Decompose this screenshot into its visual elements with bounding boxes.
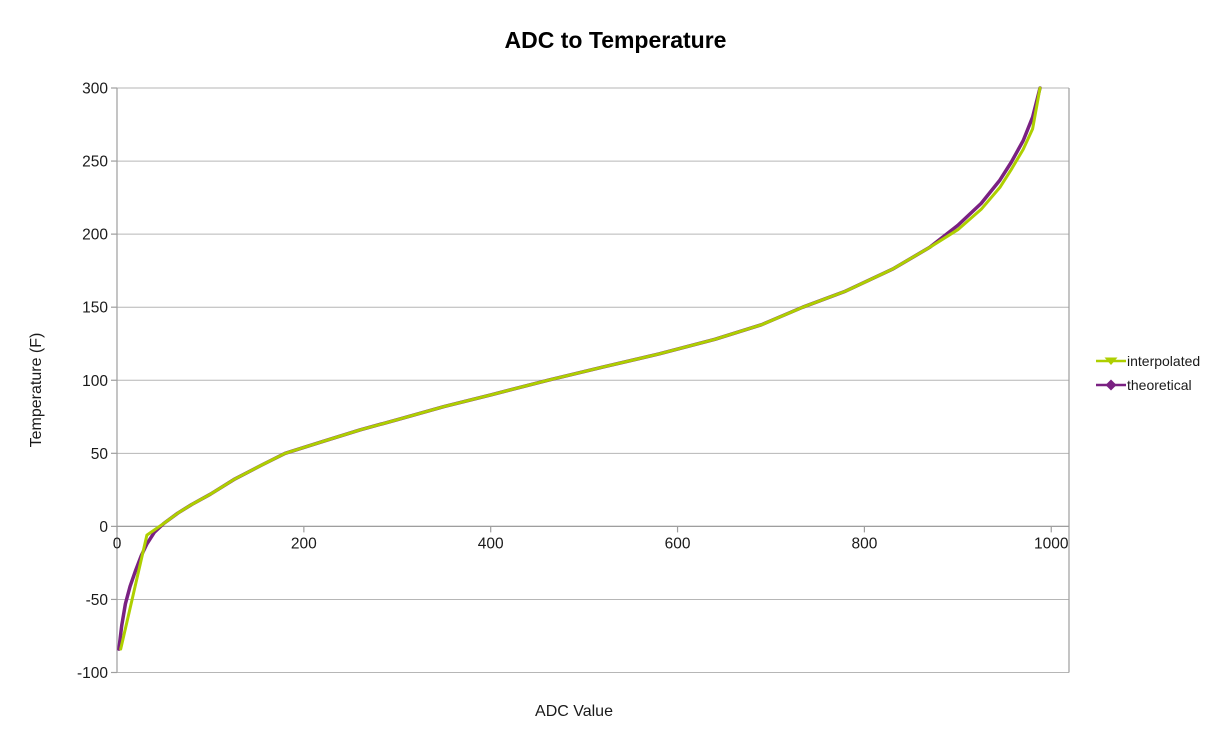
svg-text:1000: 1000 [1034, 535, 1069, 552]
svg-text:300: 300 [82, 81, 108, 98]
svg-text:0: 0 [99, 519, 108, 536]
y-axis: 300 250 200 150 100 50 0 -50 -100 [77, 81, 117, 682]
svg-text:200: 200 [82, 227, 108, 244]
svg-text:50: 50 [91, 446, 109, 463]
svg-text:250: 250 [82, 154, 108, 171]
svg-text:400: 400 [478, 535, 504, 552]
theoretical-marker-icon [1096, 379, 1126, 391]
svg-text:800: 800 [851, 535, 877, 552]
legend-item-interpolated: interpolated [1096, 349, 1200, 373]
y-axis-title: Temperature (F) [28, 332, 45, 448]
x-axis: 0 200 400 600 800 1000 [113, 525, 1069, 552]
chart-title: ADC to Temperature [504, 27, 727, 53]
svg-text:0: 0 [113, 535, 122, 552]
legend-label-interpolated: interpolated [1127, 353, 1201, 369]
svg-text:-100: -100 [77, 665, 108, 682]
svg-text:150: 150 [82, 300, 108, 317]
series-interpolated-line [119, 86, 1042, 651]
legend-item-theoretical: theoretical [1096, 373, 1200, 397]
svg-text:200: 200 [291, 535, 317, 552]
legend-label-theoretical: theoretical [1127, 377, 1192, 393]
gridlines [117, 87, 1069, 673]
x-axis-title: ADC Value [535, 703, 613, 720]
svg-text:600: 600 [665, 535, 691, 552]
svg-text:-50: -50 [86, 592, 109, 609]
interpolated-marker-icon [1096, 357, 1126, 365]
series-theoretical-line [117, 86, 1042, 651]
svg-text:100: 100 [82, 373, 108, 390]
legend: interpolated theoretical [1096, 349, 1200, 397]
